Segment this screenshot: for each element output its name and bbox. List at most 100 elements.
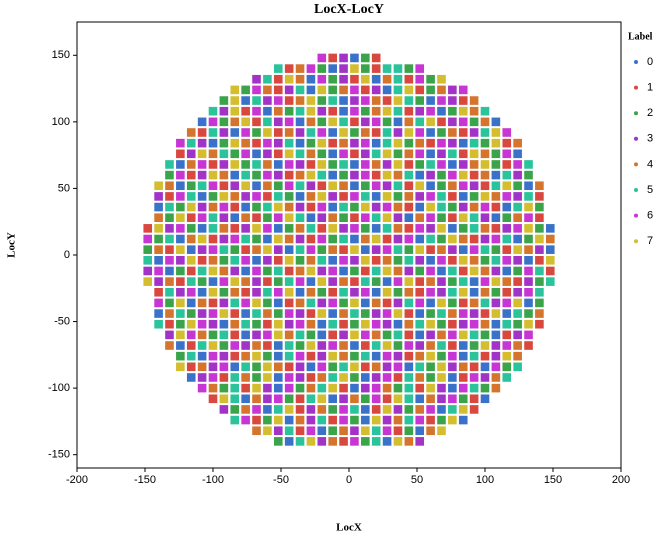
point [393,394,403,404]
point [339,351,348,361]
point [241,309,250,318]
point [404,181,414,191]
point [306,394,316,404]
point [448,351,457,361]
point [208,117,218,127]
point [263,277,272,286]
point [252,415,261,425]
point [371,234,381,244]
point [339,64,348,73]
point [273,362,283,372]
point [404,298,414,308]
point [535,234,544,244]
point [382,373,392,382]
point [317,405,327,414]
point [219,256,229,265]
point [448,138,457,148]
point [284,117,294,127]
point [437,202,446,212]
point [284,224,294,233]
point [469,266,479,276]
point [154,202,163,212]
point [415,319,425,329]
point [197,256,207,265]
point [208,330,218,340]
point [393,106,403,116]
point [382,394,392,404]
point [230,362,240,372]
point [437,266,446,276]
point [448,373,457,382]
point [393,437,403,446]
point [524,202,533,212]
point [469,192,479,201]
point [317,415,327,425]
point [371,362,381,372]
point [230,202,240,212]
point [404,160,414,169]
point [176,362,185,372]
point [273,170,283,180]
point [241,224,250,233]
point [361,298,370,308]
point [415,351,425,361]
point [284,415,294,425]
point [361,160,370,169]
point [393,117,403,127]
point [480,287,490,297]
point [328,160,337,169]
point [535,266,544,276]
point [393,426,403,436]
point [437,117,446,127]
point [415,405,425,414]
point [404,224,414,233]
point [273,128,283,137]
point [524,256,533,265]
point [491,181,501,191]
point [458,266,468,276]
point [491,213,501,223]
point [458,117,468,127]
point [165,160,174,169]
point [480,181,490,191]
point [154,319,163,329]
point [208,138,218,148]
point [458,309,468,318]
point [273,181,283,191]
point [241,245,250,254]
point [306,415,316,425]
point [143,277,153,286]
point [176,149,185,159]
point [230,394,240,404]
x-tick-label: 100 [476,474,494,486]
point [317,309,327,318]
point [252,224,261,233]
point [382,85,392,95]
point [339,309,348,318]
point [317,319,327,329]
point [371,287,381,297]
point [273,234,283,244]
point [197,309,207,318]
point [437,394,446,404]
point [426,266,435,276]
point [361,213,370,223]
point [208,383,218,393]
point [328,106,337,116]
point [350,362,359,372]
point [524,234,533,244]
point [328,351,337,361]
point [208,106,218,116]
point [263,373,272,382]
point [458,96,468,105]
point [404,415,414,425]
point [361,277,370,286]
point [219,383,229,393]
point [219,341,229,350]
point [404,351,414,361]
point [404,234,414,244]
point [513,287,522,297]
point [361,319,370,329]
point [306,319,316,329]
point [491,192,501,201]
